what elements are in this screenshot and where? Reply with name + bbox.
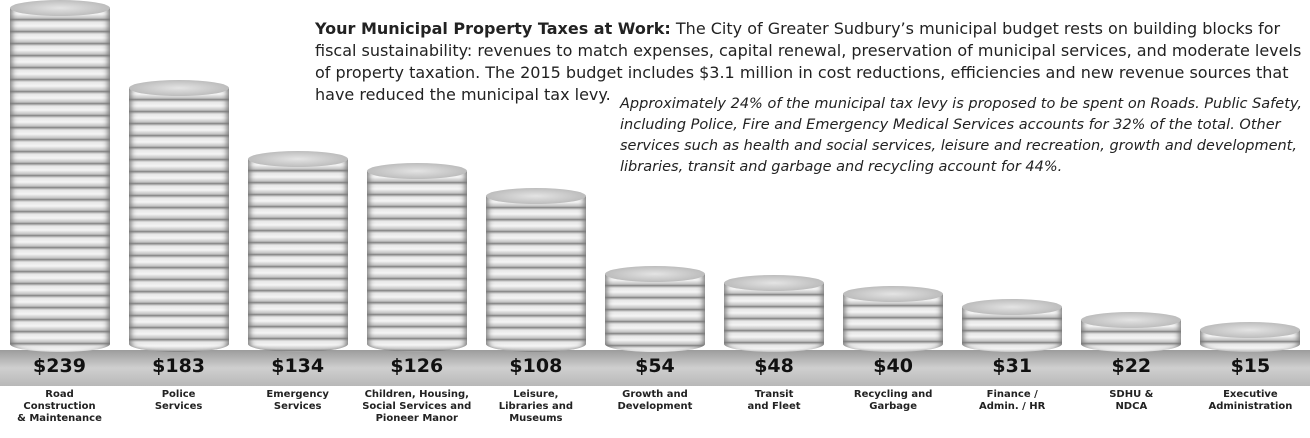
value-label: $31 [953, 355, 1072, 377]
category-label: Executive Administration [1191, 389, 1310, 413]
coin-top [10, 0, 110, 16]
value-label: $22 [1072, 355, 1191, 377]
value-label: $183 [119, 355, 238, 377]
coin-top [248, 151, 348, 167]
coin-stack [129, 88, 229, 352]
category-label: Emergency Services [238, 389, 357, 413]
intro-lead: Your Municipal Property Taxes at Work: [315, 19, 671, 38]
category-label: Transit and Fleet [715, 389, 834, 413]
category-label: Growth and Development [595, 389, 714, 413]
value-label: $40 [834, 355, 953, 377]
coin-stack [248, 159, 348, 352]
coin-stack [367, 171, 467, 352]
coin-top [367, 163, 467, 179]
category-label: Leisure, Libraries and Museums [476, 389, 595, 425]
coin-stack [10, 8, 110, 352]
infographic: Your Municipal Property Taxes at Work: T… [0, 0, 1310, 438]
value-label: $239 [0, 355, 119, 377]
category-label: Police Services [119, 389, 238, 413]
value-label: $15 [1191, 355, 1310, 377]
coin-top [724, 275, 824, 291]
category-label: Finance / Admin. / HR [953, 389, 1072, 413]
category-label: SDHU & NDCA [1072, 389, 1191, 413]
note: Approximately 24% of the municipal tax l… [620, 94, 1305, 178]
value-label: $48 [715, 355, 834, 377]
value-label: $126 [357, 355, 476, 377]
coin-stack [724, 283, 824, 352]
coin-stack [843, 294, 943, 352]
value-label: $134 [238, 355, 357, 377]
intro: Your Municipal Property Taxes at Work: T… [315, 18, 1305, 106]
value-label: $54 [595, 355, 714, 377]
coin-stack [605, 274, 705, 352]
category-label: Children, Housing, Social Services and P… [357, 389, 476, 425]
coin-stack [486, 196, 586, 352]
category-label: Recycling and Garbage [834, 389, 953, 413]
value-label: $108 [476, 355, 595, 377]
category-label: Road Construction & Maintenance [0, 389, 119, 425]
